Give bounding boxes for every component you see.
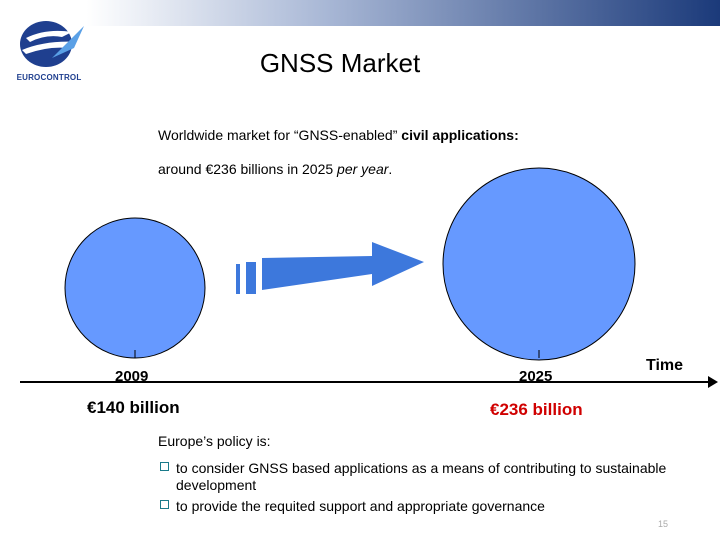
intro-line-2-text: around €236 billions in 2025 [158,161,338,177]
value-label-2009: €140 billion [87,398,180,417]
list-item: to provide the requited support and appr… [160,498,680,515]
logo-text: EUROCONTROL [16,73,82,82]
time-axis-arrowhead [708,376,718,388]
year-label-2025: 2025 [519,368,553,385]
eurocontrol-logo: EUROCONTROL [12,18,86,84]
value-label-2025: €236 billion [490,400,583,419]
circle-2025 [442,167,636,361]
eurocontrol-emblem-icon [20,21,84,67]
circle-2009 [64,217,206,359]
list-item: to consider GNSS based applications as a… [160,460,680,494]
intro-line-2: around €236 billions in 2025 per year. [158,161,392,177]
policy-item-text: to consider GNSS based applications as a… [176,460,667,493]
year-label-2009: 2009 [115,368,149,385]
policy-list: to consider GNSS based applications as a… [160,460,680,519]
policy-item-text: to provide the requited support and appr… [176,498,545,514]
intro-line-1-text: Worldwide market for “GNSS-enabled” [158,127,402,143]
checkbox-bullet-icon [160,500,169,509]
intro-line-2-end: . [388,161,393,177]
intro-line-1: Worldwide market for “GNSS-enabled” civi… [158,127,519,143]
intro-line-2-italic: per year [337,161,389,177]
growth-arrow [236,242,424,294]
header-bar [0,0,720,26]
policy-heading: Europe’s policy is: [158,433,271,449]
checkbox-bullet-icon [160,462,169,471]
intro-line-1-bold: civil applications: [401,127,519,143]
page-number: 15 [657,519,668,529]
page-title: GNSS Market [259,48,421,78]
axis-label-time: Time [646,357,684,374]
